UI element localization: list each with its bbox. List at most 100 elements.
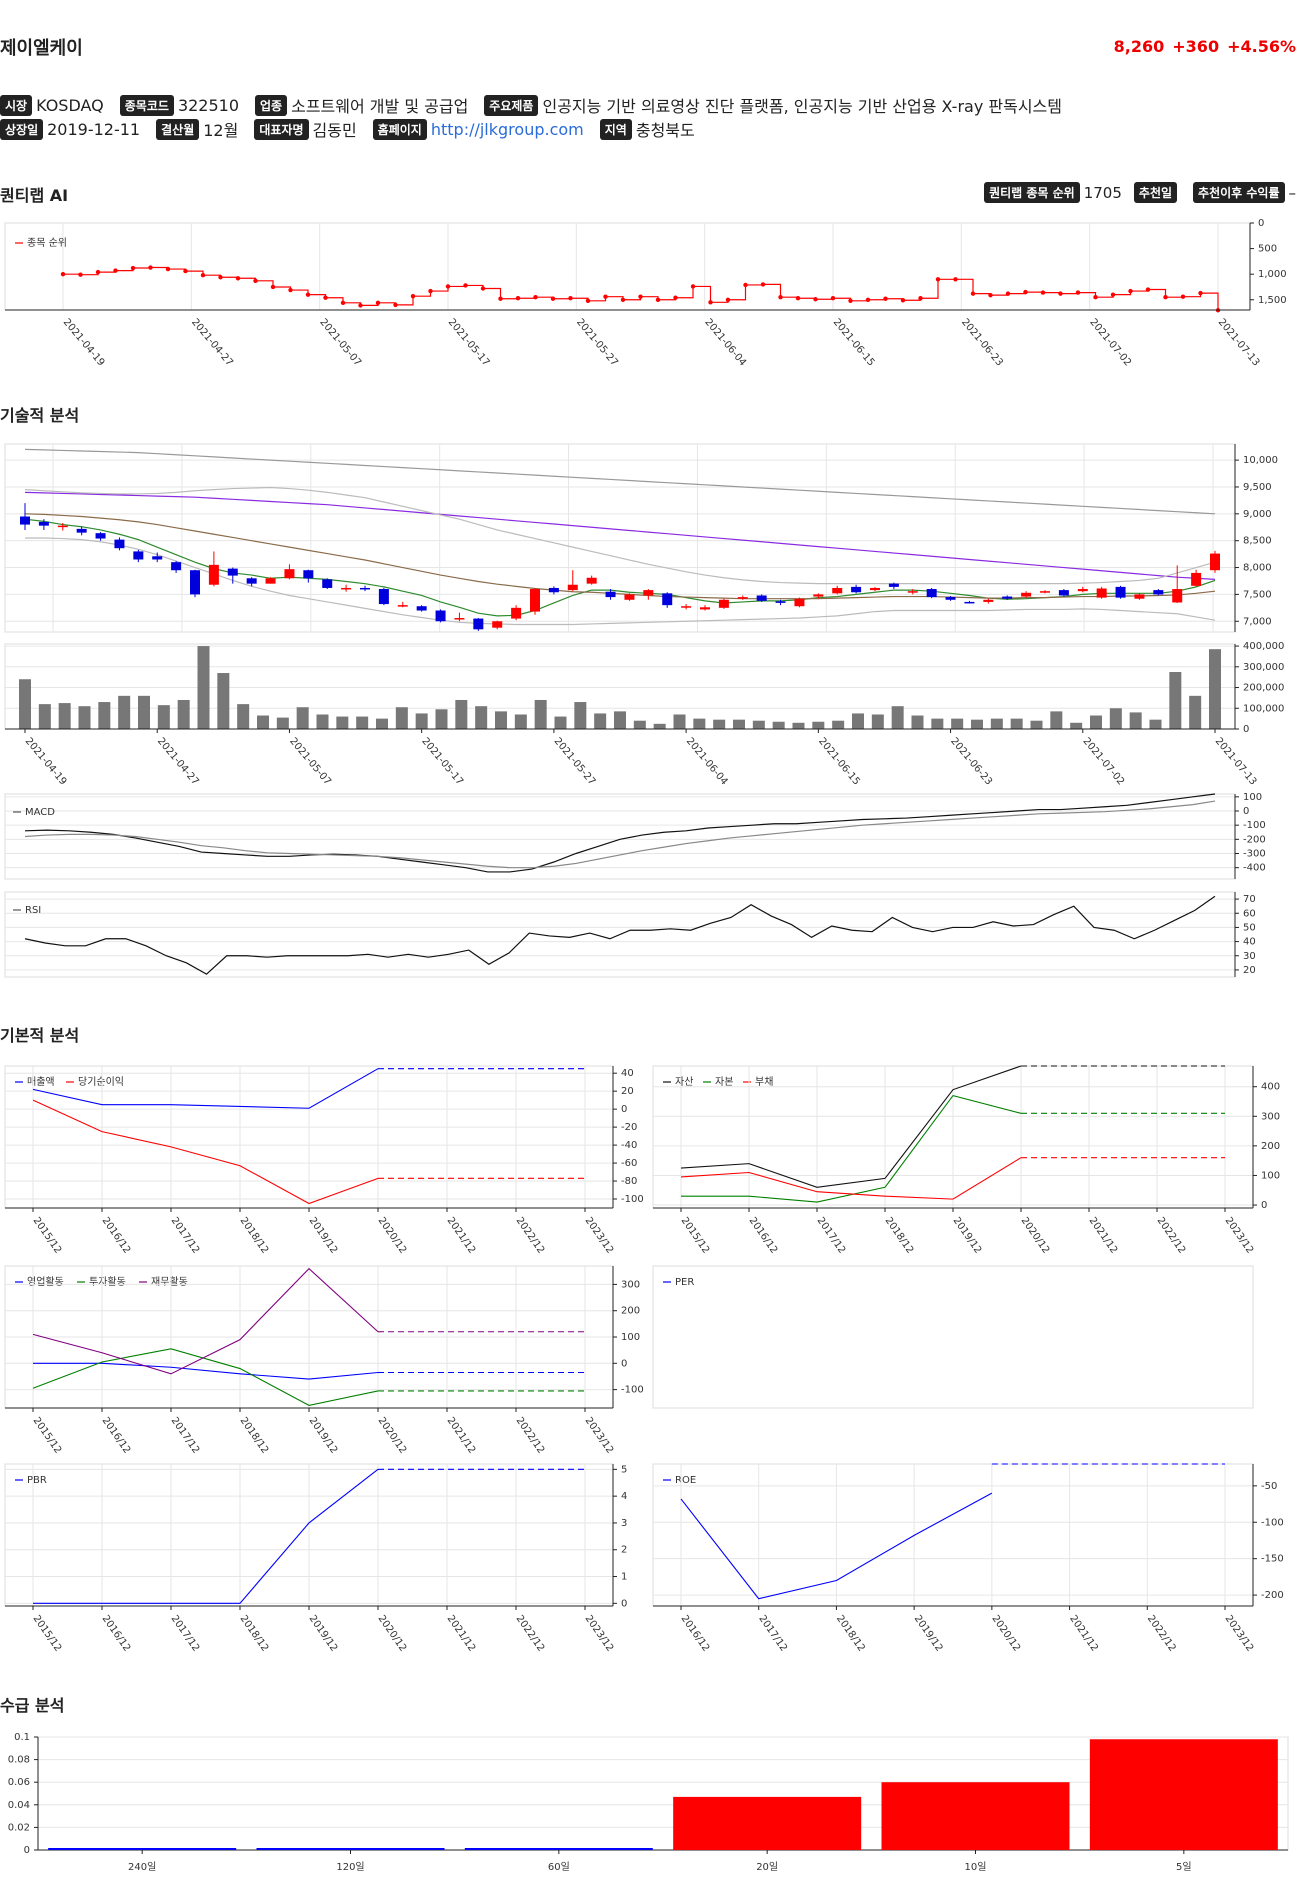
volume-bar — [832, 720, 845, 729]
asset_capital_debt-legend-label: 부채 — [755, 1076, 773, 1088]
roe-x-tick-label: 2018/12 — [834, 1613, 867, 1653]
info-row-1: 시장 KOSDAQ 종목코드 322510 업종 소프트웨어 개발 및 공급업 주요제… — [0, 93, 1078, 117]
macd-frame — [4, 793, 1236, 880]
cashflow-y-tick-label: 100 — [621, 1332, 640, 1343]
sales_income-y-tick-label: -100 — [621, 1194, 644, 1205]
cashflow-y-tick-label: 0 — [621, 1358, 627, 1369]
supply-x-tick-label: 20일 — [756, 1861, 778, 1873]
sales_income-series-line — [32, 1099, 379, 1205]
price-ma60-line — [24, 491, 1216, 580]
price-candle-body — [1002, 596, 1013, 599]
roe-x-tick-label: 2016/12 — [679, 1613, 712, 1653]
price-candle-body — [1172, 589, 1183, 603]
price-candle-body — [1153, 590, 1164, 595]
price-candle-body — [454, 618, 465, 620]
volume-bar — [693, 718, 706, 729]
volume-bar — [614, 711, 626, 729]
sales_income-y-tick-label: -40 — [621, 1140, 637, 1151]
price-candle-body — [586, 577, 597, 584]
asset_capital_debt-y-tick-label: 400 — [1261, 1082, 1280, 1093]
volume-bar — [435, 709, 448, 729]
volume-bar — [514, 714, 527, 729]
rank-point — [830, 296, 836, 301]
cashflow-grid — [5, 1266, 613, 1408]
roe-legend-label: ROE — [675, 1475, 696, 1486]
rank-point — [1110, 292, 1116, 297]
volume-bar — [376, 718, 388, 729]
cashflow-series-line — [32, 1267, 379, 1375]
supply-x-tick-label: 5일 — [1176, 1861, 1192, 1873]
sales_income-y-tick-label: 40 — [621, 1068, 634, 1079]
asset_capital_debt-legend-label: 자산 — [675, 1076, 693, 1088]
volume-bar — [138, 695, 150, 729]
roe-y-tick-label: -100 — [1261, 1517, 1284, 1528]
industry-value: 소프트웨어 개발 및 공급업 — [291, 97, 469, 116]
cashflow-x-tick-label: 2017/12 — [169, 1415, 202, 1455]
section-title-fundamental: 기본적 분석 — [0, 1026, 80, 1045]
volume-bar — [1050, 711, 1063, 729]
cashflow-x-tick-label: 2020/12 — [376, 1415, 409, 1455]
price-change-pct: +4.56% — [1227, 37, 1296, 56]
rank-point — [655, 297, 661, 302]
rank-x-tick-label: 2021-04-27 — [189, 317, 235, 369]
pbr-x-tick-label: 2020/12 — [376, 1613, 409, 1653]
price-candle-body — [530, 589, 540, 612]
rank-point — [305, 292, 311, 297]
sales_income-y-tick-label: 20 — [621, 1086, 634, 1097]
asset_capital_debt-x-tick-label: 2018/12 — [883, 1215, 916, 1255]
price-candle-body — [643, 590, 654, 596]
price-chart: 7,000 7,500 8,000 8,500 9,000 9,500 10,000 — [4, 443, 1278, 633]
rank-legend-label: 종목 순위 — [27, 236, 67, 249]
price-candle-body — [832, 587, 843, 594]
price-candle-body — [1077, 589, 1088, 592]
sales_income-grid — [5, 1066, 613, 1208]
homepage-link[interactable]: http://jlkgroup.com — [430, 119, 584, 139]
rank-point — [78, 272, 83, 277]
per-chart: PER — [652, 1265, 1254, 1409]
rank-point — [270, 284, 276, 290]
price-y-tick-label: 8,500 — [1243, 536, 1272, 547]
rank-point — [515, 296, 521, 301]
price-y-tick-label: 7,000 — [1243, 616, 1272, 627]
rank-point — [1058, 291, 1063, 296]
pbr-x-tick-label: 2021/12 — [445, 1613, 478, 1653]
volume-x-tick-label: 2021-06-23 — [948, 736, 994, 788]
supply-x-tick-label: 10일 — [965, 1861, 987, 1873]
supply-x-tick-label: 240일 — [128, 1861, 156, 1873]
asset_capital_debt-series-line — [680, 1157, 1022, 1200]
volume-bar — [1070, 722, 1083, 729]
current-price: 8,260 — [1113, 37, 1165, 56]
volume-bar — [395, 707, 408, 729]
asset_capital_debt-x-tick-label: 2019/12 — [951, 1215, 984, 1255]
roe-grid — [653, 1464, 1253, 1606]
roe-series-line — [680, 1492, 993, 1600]
rank-point — [533, 295, 538, 300]
price-bb_upper-line — [24, 486, 1216, 585]
volume-bar — [217, 673, 230, 729]
cashflow-series-line — [33, 1362, 379, 1380]
roe-y-tick-label: -200 — [1261, 1590, 1284, 1601]
roe-x-tick-label: 2022/12 — [1145, 1613, 1178, 1653]
volume-bar — [98, 702, 111, 729]
rank-point — [620, 297, 626, 302]
pbr-y-tick-label: 2 — [621, 1545, 627, 1556]
rank-point — [148, 265, 153, 270]
pbr-y-tick-label: 0 — [621, 1598, 627, 1609]
rank-point — [1145, 287, 1151, 292]
ceo-value: 김동민 — [312, 121, 357, 140]
volume-y-tick-label: 100,000 — [1243, 703, 1284, 714]
volume-bar — [495, 711, 507, 729]
rank-point — [218, 275, 223, 280]
price-bb_lower-line — [25, 537, 1216, 626]
volume-y-tick-label: 0 — [1243, 724, 1249, 735]
price-candle-body — [794, 598, 805, 607]
volume-bar — [1129, 712, 1142, 729]
fiscal-value: 12월 — [203, 121, 239, 140]
rank-point — [393, 302, 398, 308]
macd-y-tick-label: 100 — [1243, 792, 1262, 803]
rank-point — [165, 266, 171, 272]
price-candle-body — [945, 597, 956, 600]
price-candle-body — [1115, 586, 1126, 598]
price-candle-body — [284, 569, 295, 579]
price-candle-body — [1021, 592, 1032, 597]
